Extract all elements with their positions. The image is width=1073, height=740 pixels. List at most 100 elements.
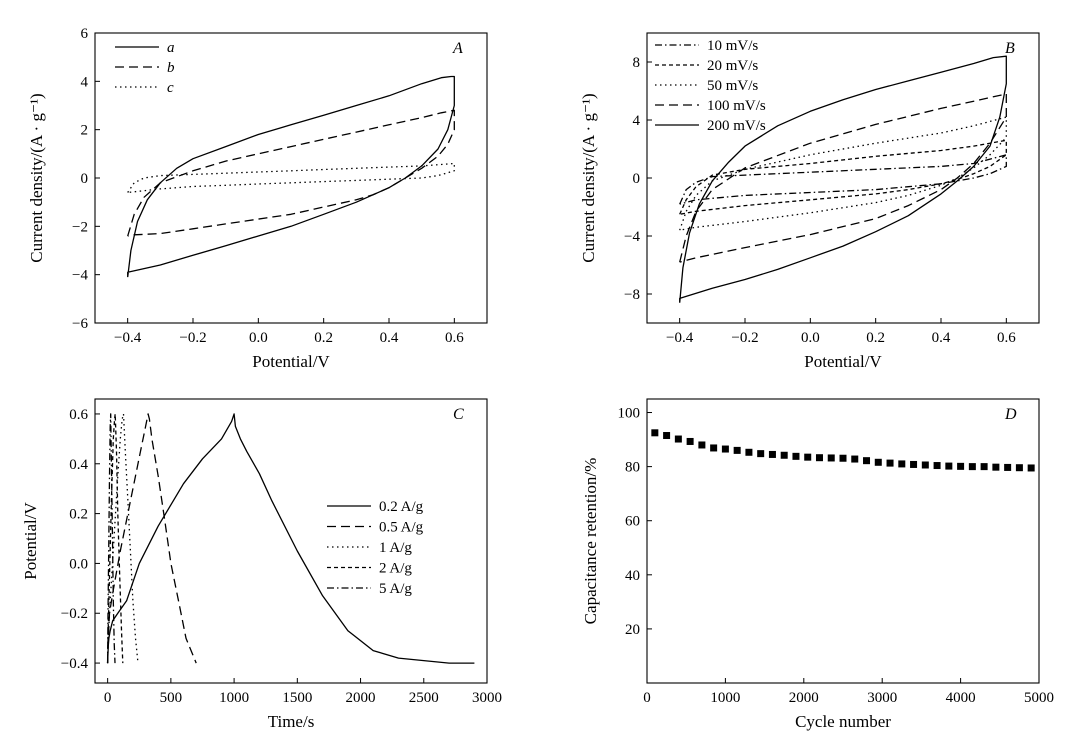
x-tick-label: 2000 [789, 690, 819, 706]
legend: 10 mV/s 20 mV/s 50 mV/s 100 mV/s 200 mV/s [655, 38, 766, 134]
data-point [874, 458, 882, 466]
x-tick-label: 0.2 [866, 330, 885, 346]
legend: 0.2 A/g 0.5 A/g 1 A/g 2 A/g 5 A/g [327, 499, 424, 597]
data-point [651, 429, 659, 437]
y-tick-label: 40 [625, 568, 640, 584]
legend-label: 0.2 A/g [379, 499, 424, 515]
plot-frame [94, 32, 488, 324]
data-point [945, 462, 953, 470]
series-line [679, 154, 1007, 205]
data-point [804, 453, 812, 461]
y-tick-label: 4 [81, 74, 89, 90]
x-tick-label: −0.4 [666, 330, 694, 346]
panel-letter: D [1004, 406, 1017, 423]
y-tick-label: −4 [72, 268, 88, 284]
x-tick-label: 3000 [867, 690, 897, 706]
y-tick-label: 60 [625, 514, 640, 530]
data-point [745, 448, 753, 456]
y-tick-label: 0 [81, 171, 89, 187]
y-axis-title: Current density/(A · g⁻¹) [579, 93, 598, 262]
y-axis-title: Current density/(A · g⁻¹) [27, 93, 46, 262]
x-tick-label: 0.0 [801, 330, 820, 346]
data-point [1015, 464, 1023, 472]
y-tick-label: −0.4 [61, 656, 89, 672]
series-line [106, 413, 124, 664]
x-tick-label: −0.2 [731, 330, 758, 346]
legend-label: 0.5 A/g [379, 520, 424, 536]
legend-label: a [167, 40, 175, 56]
data-point [1027, 464, 1035, 472]
legend-label: 50 mV/s [707, 78, 758, 94]
y-tick-label: −4 [624, 229, 640, 245]
series-line [679, 116, 1007, 231]
legend-label: b [167, 60, 175, 76]
panel-b: −0.4 −0.2 0.0 0.2 0.4 0.6 −8 −4 0 4 8 Potential/V Cu… [579, 32, 1040, 371]
x-axis-title: Time/s [268, 712, 315, 731]
data-point [980, 463, 988, 471]
data-point [663, 432, 671, 440]
data-point [710, 444, 718, 452]
y-tick-label: 0.2 [69, 507, 88, 523]
x-axis-title: Potential/V [252, 352, 330, 371]
data-point [1004, 463, 1012, 471]
panel-c: 0 500 1000 1500 2000 2500 3000 −0.4 −0.2 0.0 0.2 0.… [21, 398, 502, 731]
data-point [863, 457, 871, 465]
data-point [686, 437, 694, 445]
series-line [679, 55, 1007, 303]
data-point [851, 455, 859, 463]
x-tick-label: 0.4 [932, 330, 951, 346]
legend-label: 20 mV/s [707, 58, 758, 74]
x-tick-label: 1000 [219, 690, 249, 706]
y-tick-label: 20 [625, 622, 640, 638]
y-tick-label: 0.6 [69, 407, 88, 423]
y-tick-label: 100 [618, 406, 641, 422]
x-tick-label: 2500 [409, 690, 439, 706]
panel-letter: A [452, 40, 463, 57]
data-point [910, 460, 918, 468]
data-point [992, 463, 1000, 471]
x-tick-label: 500 [160, 690, 183, 706]
legend-label: 100 mV/s [707, 98, 766, 114]
series-line [679, 93, 1007, 263]
data-point [957, 462, 965, 470]
x-tick-label: 1000 [710, 690, 740, 706]
legend-label: 2 A/g [379, 561, 412, 577]
x-tick-label: 5000 [1024, 690, 1054, 706]
x-tick-label: 0.4 [380, 330, 399, 346]
series-line [679, 139, 1007, 215]
data-point [733, 446, 741, 454]
y-axis-title: Capacitance retention/% [581, 458, 600, 625]
y-tick-label: −6 [72, 316, 88, 332]
legend: abc [115, 40, 175, 96]
y-tick-label: −8 [624, 287, 640, 303]
x-tick-label: 0.6 [997, 330, 1016, 346]
panel-letter: C [453, 406, 464, 423]
x-tick-label: −0.4 [114, 330, 142, 346]
legend-label: 200 mV/s [707, 118, 766, 134]
y-tick-label: −0.2 [61, 606, 88, 622]
y-axis-title: Potential/V [21, 502, 40, 580]
data-point [757, 450, 765, 458]
x-tick-label: 0 [643, 690, 651, 706]
data-point [886, 459, 894, 467]
data-point [933, 462, 941, 470]
plot-frame [94, 398, 488, 684]
series-line [127, 75, 455, 278]
x-tick-label: 1500 [282, 690, 312, 706]
x-tick-label: 2000 [346, 690, 376, 706]
y-tick-label: 6 [81, 26, 89, 42]
y-tick-label: 0 [633, 171, 641, 187]
panel-a: −0.4 −0.2 0.0 0.2 0.4 0.6 −6 −4 −2 0 2 4 6 Potential/… [27, 26, 488, 371]
x-axis-title: Cycle number [795, 712, 891, 731]
data-point [721, 445, 729, 453]
x-axis-title: Potential/V [804, 352, 882, 371]
x-tick-label: 0.2 [314, 330, 333, 346]
x-tick-label: 0.6 [445, 330, 464, 346]
data-point [674, 435, 682, 443]
legend-label: 5 A/g [379, 581, 412, 597]
series-line [106, 413, 197, 664]
y-tick-label: 8 [633, 55, 641, 71]
plot-frame [646, 398, 1040, 684]
x-tick-label: 4000 [946, 690, 976, 706]
data-point [921, 461, 929, 469]
